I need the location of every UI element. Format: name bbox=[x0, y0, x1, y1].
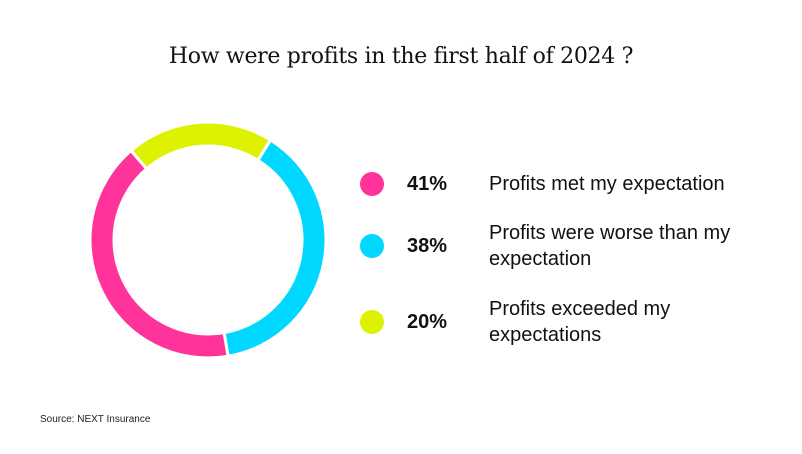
donut-slice-20pct bbox=[128, 120, 273, 171]
source-note: Source: NEXT Insurance bbox=[40, 414, 151, 425]
legend-item-worse: 38% Profits were worse than my expectati… bbox=[360, 220, 779, 272]
legend-item-exceeded: 20% Profits exceeded my expectations bbox=[360, 296, 779, 348]
legend-item-met: 41% Profits met my expectation bbox=[360, 171, 779, 197]
legend-label: Profits met my expectation bbox=[489, 173, 725, 195]
legend-dot bbox=[360, 234, 384, 258]
legend-percent: 20% bbox=[407, 310, 448, 333]
legend-dot bbox=[360, 172, 384, 196]
legend-percent: 38% bbox=[407, 234, 448, 257]
donut-chart bbox=[88, 120, 328, 360]
legend-percent: 41% bbox=[407, 172, 448, 195]
legend-label: Profits exceeded my expectations bbox=[489, 298, 671, 346]
donut-slice-41pct bbox=[88, 148, 230, 360]
chart-title: How were profits in the first half of 20… bbox=[168, 44, 634, 69]
legend-dot bbox=[360, 310, 384, 334]
donut-slice-38pct bbox=[222, 137, 328, 359]
legend-label: Profits were worse than my expectation bbox=[489, 222, 731, 270]
